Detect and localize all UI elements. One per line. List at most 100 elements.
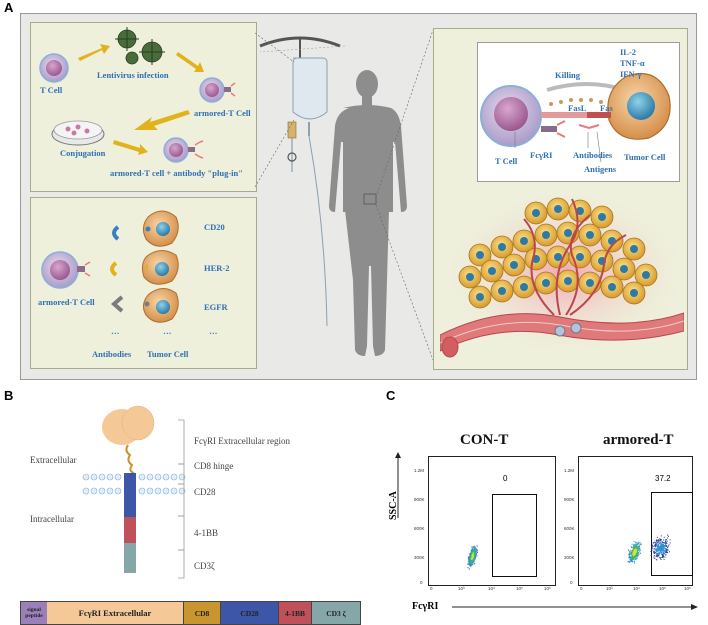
flow-event (664, 551, 666, 553)
flow-event (663, 556, 665, 558)
flow-event (665, 548, 667, 550)
flow-event (472, 560, 474, 562)
plot-title-con-t: CON-T (460, 432, 509, 448)
ytick-2-4: 0 (570, 580, 573, 585)
flow-event (468, 562, 470, 564)
flow-event (634, 543, 636, 545)
flow-event (655, 546, 657, 548)
flow-event (663, 539, 665, 541)
flow-event (633, 541, 635, 543)
flow-event (660, 550, 662, 552)
flow-event (468, 563, 470, 565)
flow-event (663, 536, 665, 538)
flow-event (630, 560, 632, 562)
flow-event (653, 555, 655, 557)
flow-event (467, 560, 469, 562)
flow-event (655, 555, 657, 557)
flow-event (662, 556, 664, 558)
label-domain-41bb: 4-1BB (194, 528, 219, 538)
flow-event (651, 546, 653, 548)
flow-event (663, 545, 665, 547)
flow-event (656, 539, 658, 541)
flow-event (472, 549, 474, 551)
label-antigens: Antigens (584, 164, 617, 174)
flow-event (656, 536, 658, 538)
flow-event (634, 544, 636, 546)
xtick-1-0: 0 (430, 586, 433, 591)
flow-event (635, 544, 637, 546)
flow-event (656, 544, 658, 546)
flow-event (473, 549, 475, 551)
flow-event (477, 550, 479, 552)
flow-event (472, 550, 473, 551)
flow-event (470, 561, 472, 563)
flow-event (476, 545, 478, 547)
flow-event (474, 558, 476, 560)
xtick-2-1: 10³ (606, 586, 613, 591)
flow-event (667, 548, 669, 550)
flow-event (637, 546, 639, 548)
flow-event (634, 553, 636, 555)
flow-event (637, 544, 639, 546)
dots-tumor: ··· (163, 328, 172, 338)
flow-event (628, 556, 630, 558)
flow-event (633, 557, 635, 559)
label-egfr: EGFR (204, 302, 228, 312)
gate-value-armored-t: 37.2 (655, 474, 671, 483)
flow-event (631, 556, 633, 558)
dots-target: ··· (209, 328, 218, 338)
flow-event (633, 545, 635, 547)
xtick-1-2: 10⁴ (488, 586, 495, 591)
flow-event (662, 545, 664, 547)
flow-event (472, 554, 474, 556)
flow-event (656, 540, 658, 542)
flow-event (661, 547, 663, 549)
flow-event (660, 548, 662, 550)
flow-event (632, 551, 634, 553)
flow-event (664, 548, 666, 549)
flow-event (631, 554, 633, 556)
gate-value-con-t: 0 (503, 474, 508, 483)
flow-event (662, 547, 664, 549)
flow-event (475, 551, 477, 553)
flow-event (474, 548, 476, 550)
flow-event (656, 542, 658, 544)
flow-event (633, 547, 635, 549)
construct-bar: signal peptide FcγRI Extracellular CD8 C… (20, 601, 361, 625)
flow-event (634, 555, 635, 557)
flow-event (667, 534, 669, 536)
flow-event (664, 545, 666, 547)
flow-event (661, 550, 663, 552)
label-domain-cd8: CD8 hinge (194, 461, 234, 471)
flow-event (472, 547, 474, 549)
flow-event (636, 557, 638, 559)
flow-event (474, 554, 476, 556)
flow-event (658, 549, 660, 551)
flow-event (658, 545, 660, 547)
flow-event (628, 549, 629, 551)
flow-event (633, 557, 635, 559)
flow-event (663, 553, 665, 555)
flow-event (635, 552, 637, 554)
flow-event (469, 562, 471, 564)
flow-event (473, 555, 475, 557)
flow-event (474, 558, 476, 559)
label-tumor-cell-killing: Tumor Cell (624, 152, 666, 162)
flow-event (472, 550, 474, 552)
segment-cd28: CD28 (221, 602, 279, 624)
flow-event (667, 546, 669, 548)
flow-event (654, 554, 656, 556)
flow-event (636, 547, 637, 549)
plot-title-armored-t: armored-T (603, 432, 674, 448)
killing-drawing (480, 72, 671, 163)
flow-event (653, 557, 655, 559)
flow-event (651, 549, 653, 551)
flow-event (629, 560, 631, 562)
flow-event (650, 548, 652, 550)
flow-event (630, 553, 632, 555)
flow-event (469, 565, 471, 567)
flow-event (639, 541, 641, 543)
flow-event (661, 556, 663, 558)
flow-event (628, 561, 630, 563)
flow-event (632, 561, 634, 563)
